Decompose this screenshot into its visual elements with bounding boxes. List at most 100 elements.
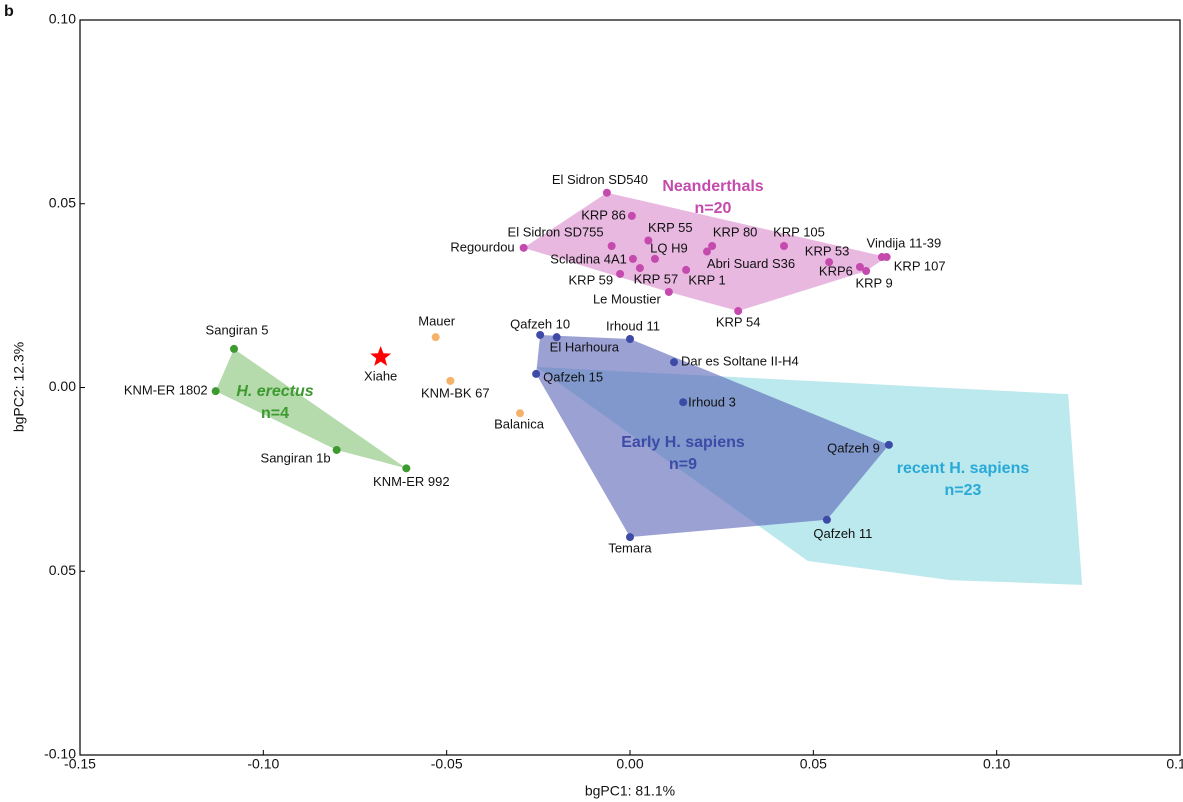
group-count: n=9 [669, 456, 697, 473]
point-label: KNM-BK 67 [421, 385, 490, 400]
x-tick-label: -0.10 [247, 756, 279, 772]
x-tick-label: -0.15 [64, 756, 96, 772]
point-label: Vindija 11-39 [867, 235, 942, 250]
point-label: LQ H9 [650, 240, 688, 255]
point [602, 188, 611, 197]
point-label: KRP 9 [855, 275, 892, 290]
point [635, 264, 644, 273]
point-label: KNM-ER 1802 [124, 383, 208, 398]
group-label: Neanderthals [662, 178, 763, 195]
point-label: KRP 80 [713, 224, 758, 239]
point-label: KRP 86 [581, 207, 626, 222]
x-tick-label: 0.15 [1166, 756, 1183, 772]
point [230, 344, 238, 353]
point [855, 262, 864, 271]
point [626, 533, 634, 542]
point-label: KRP 53 [805, 244, 850, 259]
y-tick-label: -0.10 [44, 746, 76, 762]
point [703, 247, 711, 256]
point [664, 287, 673, 296]
point [628, 254, 637, 263]
point [332, 445, 341, 454]
y-axis-label: bgPC2: 12.3% [11, 342, 27, 432]
point-label: Abri Suard S36 [707, 256, 795, 271]
point [552, 333, 561, 342]
point [734, 307, 743, 316]
point [644, 236, 653, 245]
point-label: Qafzeh 15 [543, 369, 603, 384]
point-label: KRP 57 [634, 272, 679, 287]
group-count: n=20 [695, 200, 732, 217]
x-tick-label: -0.05 [431, 756, 463, 772]
point-label: Qafzeh 10 [510, 316, 570, 331]
point [780, 242, 788, 251]
point-label: Irhoud 3 [688, 395, 736, 410]
point [607, 242, 616, 251]
point [516, 409, 524, 418]
point-label: KRP 105 [773, 224, 825, 239]
group-count: n=4 [261, 405, 289, 422]
point-label: Temara [608, 541, 652, 556]
point-label: KRP 1 [688, 272, 725, 287]
point [431, 333, 440, 342]
point [616, 269, 625, 278]
point [519, 243, 528, 252]
point-label: KNM-ER 992 [373, 474, 450, 489]
point [650, 254, 659, 263]
point [446, 376, 455, 385]
point-label: KRP6 [819, 263, 853, 278]
point [682, 265, 691, 274]
point [825, 258, 834, 267]
x-tick-label: 0.10 [983, 756, 1010, 772]
point [627, 211, 636, 220]
group-label: recent H. sapiens [897, 460, 1030, 477]
point-label: KRP 59 [569, 272, 614, 287]
point-label: El Sidron SD755 [508, 224, 604, 239]
plot-frame [79, 19, 1181, 756]
point [708, 242, 717, 251]
y-tick-label: 0.00 [49, 378, 76, 394]
point-label: KRP 54 [716, 314, 761, 329]
point [679, 398, 688, 407]
point-label: Qafzeh 11 [813, 526, 872, 541]
x-axis-label: bgPC1: 81.1% [585, 783, 675, 799]
group-hull [536, 334, 889, 538]
point-label: Dar es Soltane II-H4 [681, 354, 799, 369]
point-label: Sangiran 1b [261, 450, 331, 465]
y-tick-label: 0.10 [49, 11, 76, 27]
group-label: H. erectus [236, 383, 313, 400]
point [822, 515, 831, 524]
point-label: KRP 55 [648, 220, 693, 235]
point-star [370, 345, 392, 366]
point-label: Scladina 4A1 [550, 251, 627, 266]
point-label: KRP 107 [894, 258, 946, 273]
point [882, 253, 891, 262]
group-hull [215, 348, 407, 469]
point [532, 369, 541, 378]
point-label: Mauer [418, 314, 456, 329]
point-label: El Harhoura [550, 340, 620, 355]
x-tick-label: 0.05 [800, 756, 827, 772]
point [862, 267, 871, 276]
group-label: Early H. sapiens [621, 434, 745, 451]
point [884, 440, 893, 449]
x-tick-label: 0.00 [616, 756, 643, 772]
point [211, 387, 220, 396]
point-label: Le Moustier [593, 291, 662, 306]
point [670, 358, 678, 367]
point-label: Xiahe [364, 368, 397, 383]
point-label: Balanica [494, 417, 545, 432]
point-label: El Sidron SD540 [552, 172, 648, 187]
panel-label: b [4, 3, 14, 20]
point [536, 330, 545, 339]
point-label: Sangiran 5 [206, 322, 269, 337]
point-label: Regourdou [450, 239, 514, 254]
group-count: n=23 [945, 482, 982, 499]
y-tick-label: 0.05 [49, 194, 76, 210]
point [402, 464, 411, 473]
point-label: Qafzeh 9 [827, 440, 880, 455]
point-label: Irhoud 11 [606, 318, 660, 333]
point [626, 334, 634, 343]
y-tick-label: 0.05 [49, 562, 76, 578]
